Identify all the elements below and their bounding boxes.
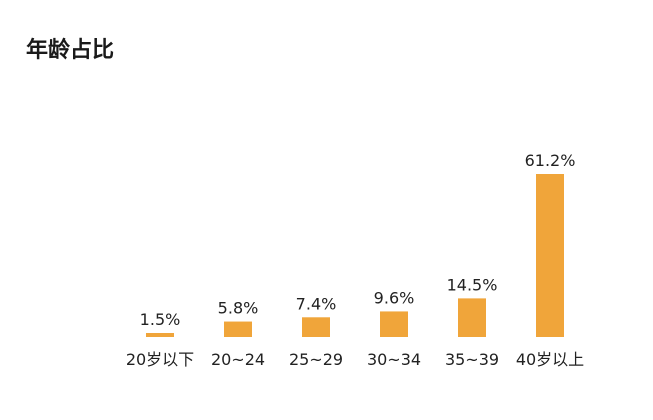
bar-3 [302, 317, 330, 337]
x-tick-label-2: 20~24 [211, 350, 265, 369]
x-tick-label-6: 40岁以上 [516, 350, 584, 369]
bar-5 [458, 298, 486, 337]
bar-4 [380, 311, 408, 337]
bar-2 [224, 321, 252, 337]
x-tick-label-1: 20岁以下 [126, 350, 194, 369]
value-labels-group: 1.5% 5.8% 7.4% 9.6% 14.5% 61.2% [140, 151, 576, 329]
x-tick-label-5: 35~39 [445, 350, 499, 369]
x-tick-label-4: 30~34 [367, 350, 421, 369]
value-label-1: 1.5% [140, 310, 181, 329]
bars-group [146, 174, 564, 337]
value-label-4: 9.6% [374, 288, 415, 307]
value-label-6: 61.2% [525, 151, 576, 170]
value-label-5: 14.5% [447, 275, 498, 294]
bar-1 [146, 333, 174, 337]
bar-6 [536, 174, 564, 337]
x-tick-labels-group: 20岁以下 20~24 25~29 30~34 35~39 40岁以上 [126, 350, 584, 369]
value-label-2: 5.8% [218, 299, 259, 318]
x-tick-label-3: 25~29 [289, 350, 343, 369]
chart-title: 年龄占比 [26, 38, 115, 63]
value-label-3: 7.4% [296, 294, 337, 313]
